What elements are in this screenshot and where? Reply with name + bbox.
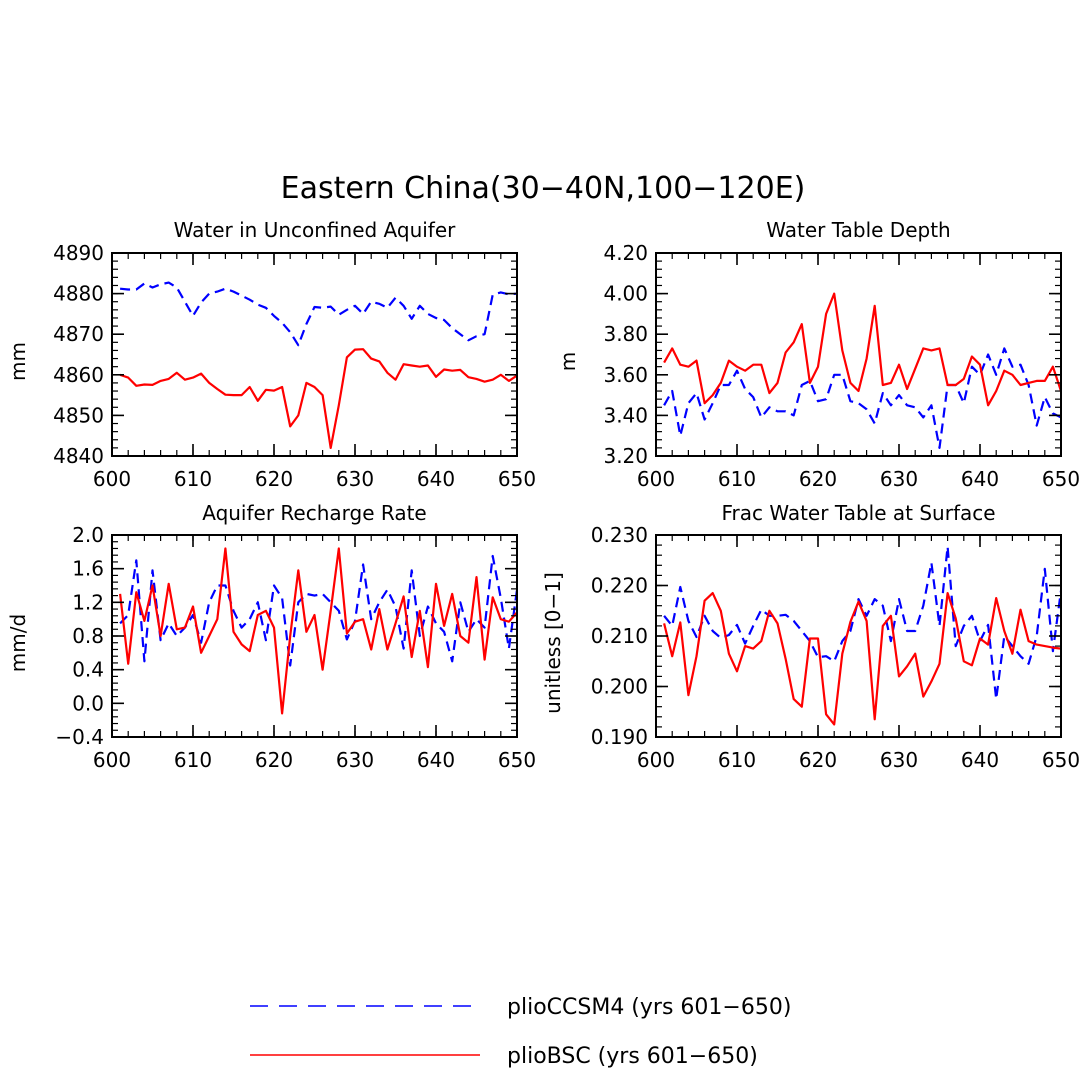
panel-title: Water in Unconfined Aquifer: [174, 218, 457, 242]
chart-panel-1: Water in Unconfined Aquifer mm 600 610 620 63…: [6, 218, 536, 491]
y-tick-label: 4.20: [603, 241, 648, 265]
x-tick-label: 610: [718, 467, 756, 491]
chart-panel-3: Aquifer Recharge Rate mm/d 600 610 620 630 640…: [6, 501, 536, 772]
y-tick-label: 4890: [53, 241, 104, 265]
y-tick-label: 0.210: [591, 624, 648, 648]
chart-panel-4: Frac Water Table at Surface unitless [0−1…: [541, 501, 1080, 772]
y-tick-label: 3.60: [603, 363, 648, 387]
y-tick-label: 4870: [53, 322, 104, 346]
y-tick-label: 3.80: [603, 322, 648, 346]
y-tick-label: 1.2: [72, 590, 104, 614]
x-tick-label: 640: [417, 748, 455, 772]
x-tick-label: 640: [961, 467, 999, 491]
y-tick-label: −0.4: [55, 725, 104, 749]
plot-frame: [111, 252, 518, 457]
x-tick-label: 630: [336, 467, 374, 491]
y-axis-label: mm/d: [6, 614, 30, 672]
series-line-plioBSC: [119, 547, 517, 715]
series-line-plioBSC: [119, 348, 517, 449]
x-tick-label: 650: [498, 748, 536, 772]
legend-label: plioCCSM4 (yrs 601−650): [507, 995, 791, 1020]
y-axis-label: m: [556, 352, 580, 371]
y-tick-label: 0.8: [72, 624, 104, 648]
x-tick-label: 620: [255, 748, 293, 772]
series-line-pliocCSM4: [663, 347, 1061, 449]
x-tick-label: 650: [1042, 467, 1080, 491]
y-tick-label: 0.190: [591, 725, 648, 749]
y-tick-label: 0.4: [72, 658, 104, 682]
y-tick-label: 4.00: [603, 282, 648, 306]
y-axis-label: unitless [0−1]: [541, 572, 565, 714]
y-tick-label: 0.230: [591, 523, 648, 547]
y-axis-label: mm: [6, 342, 30, 381]
panel-title: Aquifer Recharge Rate: [202, 501, 427, 525]
legend: plioCCSM4 (yrs 601−650) plioBSC (yrs 601−…: [250, 995, 791, 1069]
x-tick-label: 650: [498, 467, 536, 491]
y-tick-label: 2.0: [72, 523, 104, 547]
x-tick-label: 620: [799, 748, 837, 772]
y-tick-label: 4850: [53, 403, 104, 427]
y-tick-label: 4880: [53, 282, 104, 306]
y-tick-label: 1.6: [72, 557, 104, 581]
legend-label: plioBSC (yrs 601−650): [507, 1044, 758, 1069]
x-tick-label: 640: [417, 467, 455, 491]
x-tick-label: 600: [637, 748, 675, 772]
x-tick-label: 600: [93, 748, 131, 772]
x-tick-label: 610: [718, 748, 756, 772]
panel-title: Water Table Depth: [766, 218, 950, 242]
y-tick-label: 0.200: [591, 675, 648, 699]
x-tick-label: 600: [637, 467, 675, 491]
series-line-plioBSC: [663, 591, 1061, 726]
x-tick-label: 600: [93, 467, 131, 491]
panel-title: Frac Water Table at Surface: [721, 501, 995, 525]
x-tick-label: 620: [255, 467, 293, 491]
y-tick-label: 3.40: [603, 403, 648, 427]
x-tick-label: 610: [174, 467, 212, 491]
series-line-pliocCSM4: [119, 281, 517, 347]
chart-panel-2: Water Table Depth m 600 610 620 630 640 650 3.20…: [556, 218, 1080, 491]
y-tick-label: 4840: [53, 444, 104, 468]
x-tick-label: 630: [336, 748, 374, 772]
y-tick-label: 0.220: [591, 574, 648, 598]
series-line-plioBSC: [663, 292, 1061, 407]
x-tick-label: 630: [880, 748, 918, 772]
plot-frame: [655, 252, 1062, 457]
panels: Water in Unconfined Aquifer mm 600 610 620 63…: [6, 218, 1080, 772]
x-tick-label: 630: [880, 467, 918, 491]
x-tick-label: 620: [799, 467, 837, 491]
y-tick-label: 3.20: [603, 444, 648, 468]
y-tick-label: 0.0: [72, 691, 104, 715]
x-tick-label: 640: [961, 748, 999, 772]
y-tick-label: 4860: [53, 363, 104, 387]
x-tick-label: 610: [174, 748, 212, 772]
x-tick-label: 650: [1042, 748, 1080, 772]
series-line-pliocCSM4: [663, 545, 1061, 701]
figure-title: Eastern China(30−40N,100−120E): [281, 171, 806, 206]
